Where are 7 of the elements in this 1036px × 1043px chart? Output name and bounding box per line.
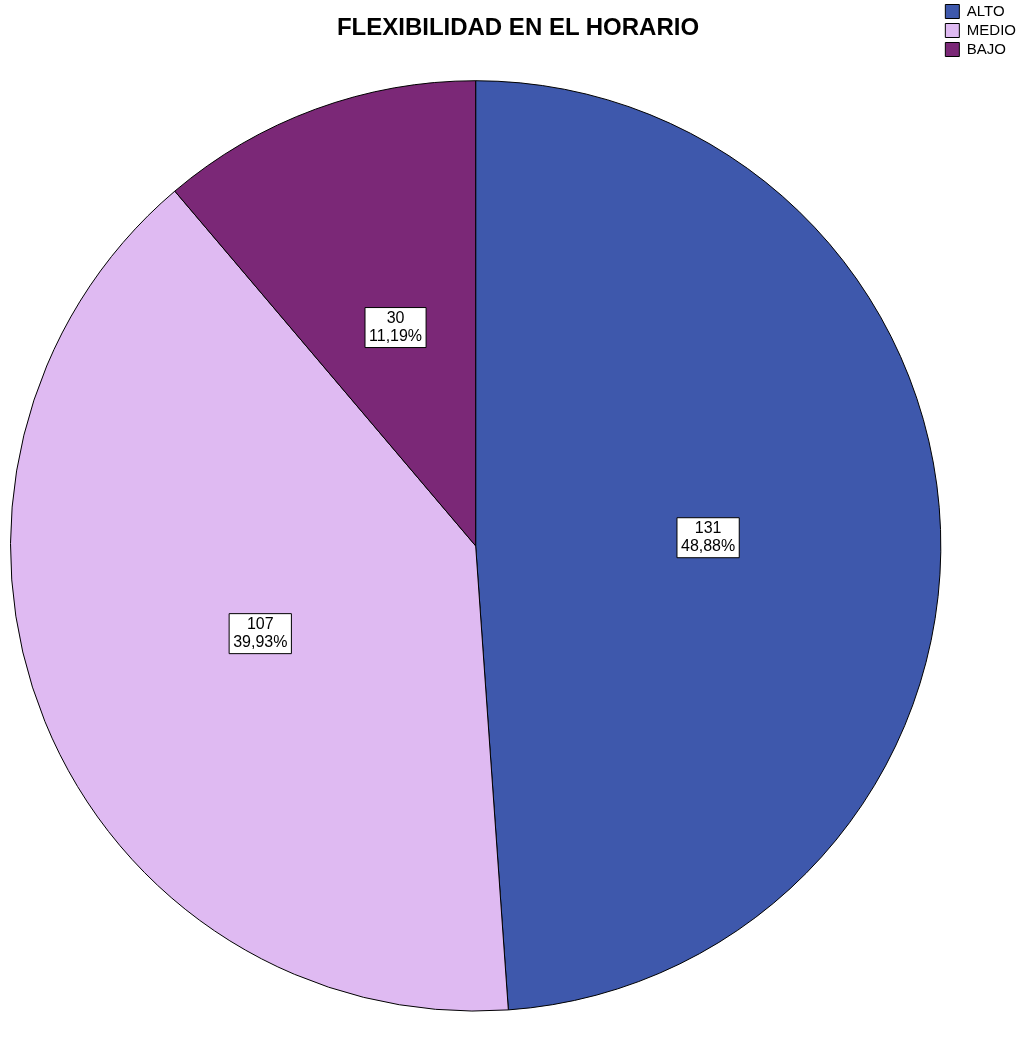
data-label: 30 11,19% <box>369 308 423 344</box>
legend-label: BAJO <box>966 39 1007 57</box>
data-label: 107 39,93% <box>233 615 288 651</box>
legend-label: MEDIO <box>966 20 1016 38</box>
chart-title: FLEXIBILIDAD EN EL HORARIO <box>336 13 700 41</box>
legend-label: ALTO <box>966 1 1005 19</box>
data-label: 131 48,88% <box>680 519 736 555</box>
